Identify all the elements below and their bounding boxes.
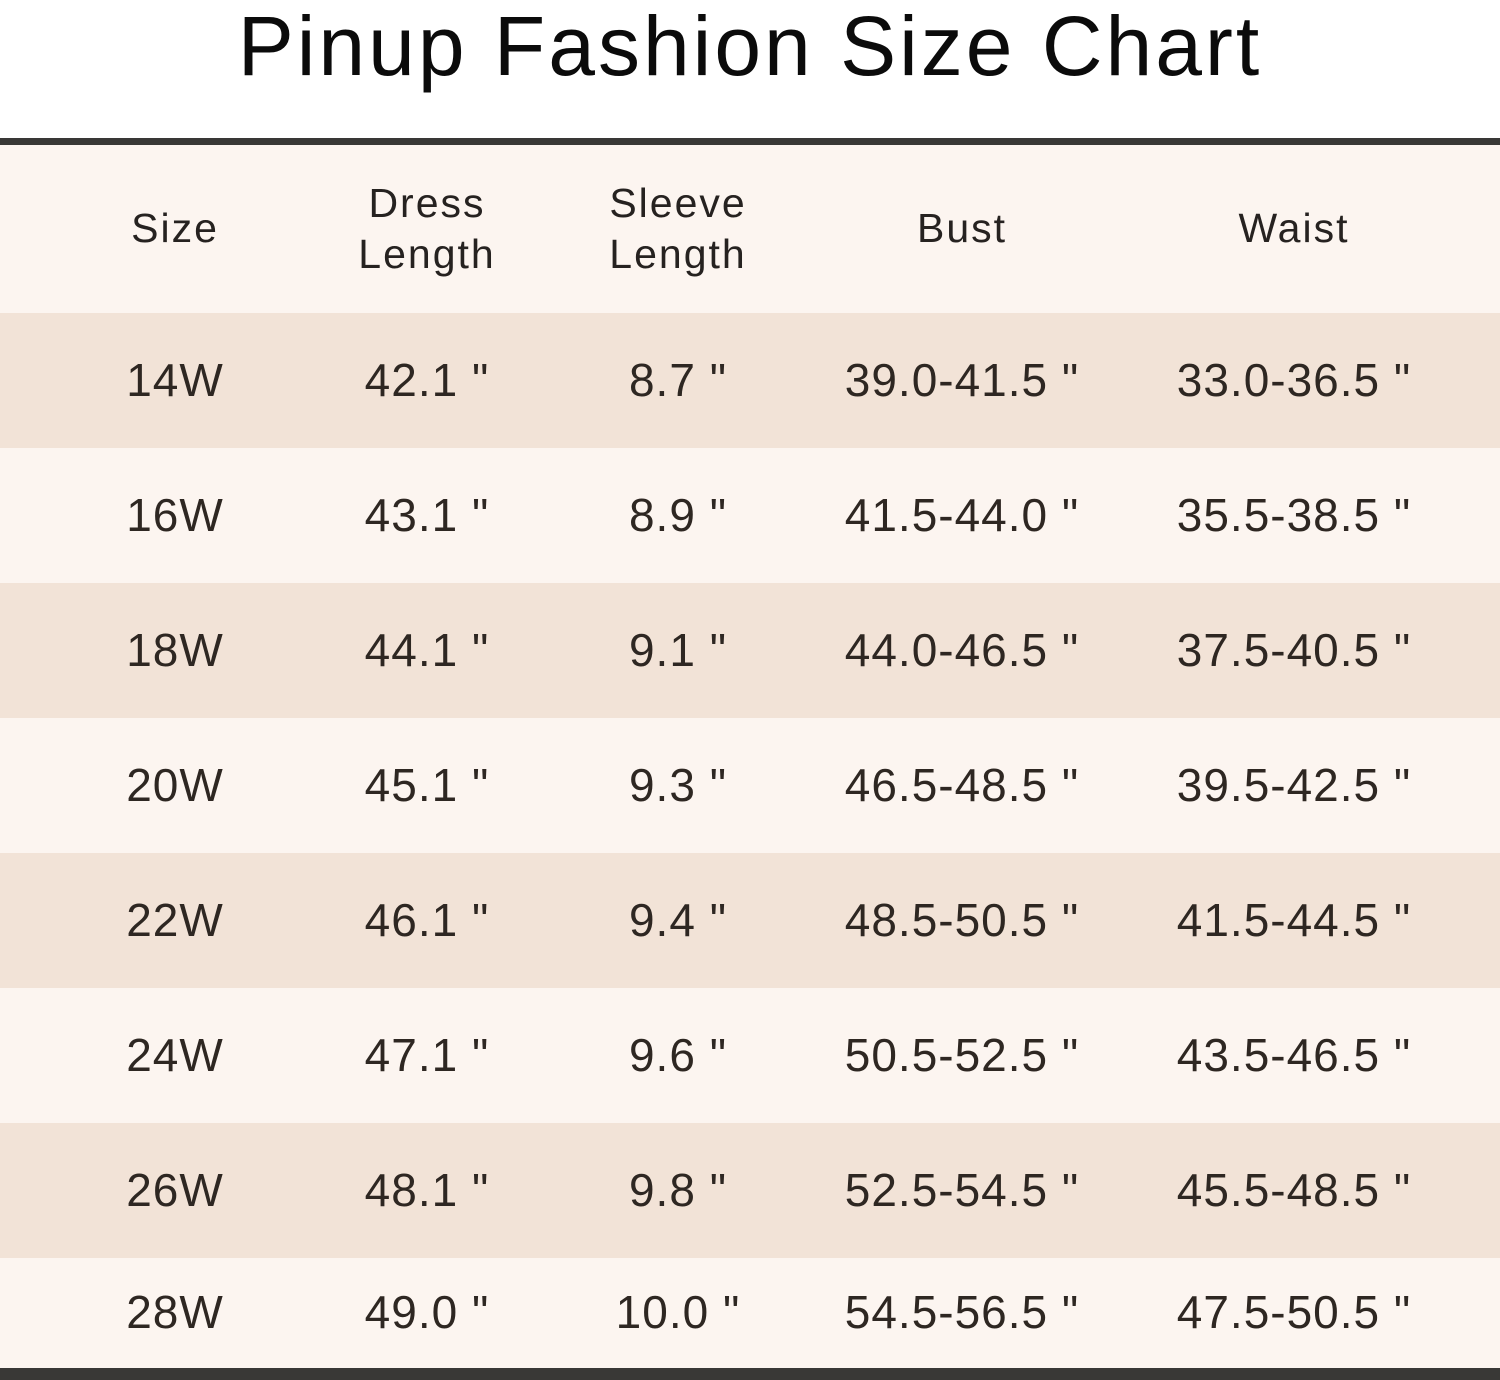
size-chart-table: Size Dress Length Sleeve Length Bust Waist 1… [0, 145, 1500, 1368]
table-cell: 45.1 " [364, 758, 490, 811]
table-cell: 54.5-56.5 " [844, 1286, 1080, 1339]
table-row: 20W 45.1 " 9.3 " 46.5-48.5 " 39.5-42.5 " [0, 718, 1500, 853]
table-cell: 14W [126, 353, 224, 406]
table-cell: 9.1 " [628, 623, 728, 676]
table-cell: 48.1 " [364, 1163, 490, 1216]
table-cell: 22W [126, 893, 224, 946]
table-row: 26W 48.1 " 9.8 " 52.5-54.5 " 45.5-48.5 " [0, 1123, 1500, 1258]
table-cell: 9.3 " [628, 758, 728, 811]
table-cell: 43.1 " [364, 488, 490, 541]
table-cell: 41.5-44.0 " [844, 488, 1080, 541]
page-title: Pinup Fashion Size Chart [237, 0, 1263, 93]
table-cell: 28W [126, 1286, 224, 1339]
table-cell: 46.1 " [364, 893, 490, 946]
table-cell: 9.8 " [628, 1163, 728, 1216]
table-row: 18W 44.1 " 9.1 " 44.0-46.5 " 37.5-40.5 " [0, 583, 1500, 718]
table-cell: 49.0 " [364, 1286, 490, 1339]
table-cell: 37.5-40.5 " [1176, 623, 1412, 676]
table-cell: 26W [126, 1163, 224, 1216]
column-header: Sleeve Length [609, 179, 747, 277]
table-cell: 47.1 " [364, 1028, 490, 1081]
table-cell: 41.5-44.5 " [1176, 893, 1412, 946]
table-cell: 50.5-52.5 " [844, 1028, 1080, 1081]
table-cell: 42.1 " [364, 353, 490, 406]
column-header: Dress Length [358, 179, 496, 277]
table-row: 24W 47.1 " 9.6 " 50.5-52.5 " 43.5-46.5 " [0, 988, 1500, 1123]
table-cell: 20W [126, 758, 224, 811]
top-divider [0, 138, 1500, 145]
title-area: Pinup Fashion Size Chart [0, 0, 1500, 138]
table-cell: 33.0-36.5 " [1176, 353, 1412, 406]
bottom-divider [0, 1368, 1500, 1380]
table-body: 14W 42.1 " 8.7 " 39.0-41.5 " 33.0-36.5 " 16W 4… [0, 313, 1500, 1368]
table-row: 28W 49.0 " 10.0 " 54.5-56.5 " 47.5-50.5 " [0, 1258, 1500, 1368]
table-cell: 39.0-41.5 " [844, 353, 1080, 406]
table-cell: 35.5-38.5 " [1176, 488, 1412, 541]
table-cell: 46.5-48.5 " [844, 758, 1080, 811]
column-header: Waist [1238, 205, 1350, 252]
table-cell: 8.9 " [628, 488, 728, 541]
table-cell: 9.6 " [628, 1028, 728, 1081]
table-cell: 44.0-46.5 " [844, 623, 1080, 676]
table-cell: 16W [126, 488, 224, 541]
table-cell: 18W [126, 623, 224, 676]
table-cell: 48.5-50.5 " [844, 893, 1080, 946]
table-cell: 24W [126, 1028, 224, 1081]
table-row: 16W 43.1 " 8.9 " 41.5-44.0 " 35.5-38.5 " [0, 448, 1500, 583]
table-cell: 39.5-42.5 " [1176, 758, 1412, 811]
table-cell: 44.1 " [364, 623, 490, 676]
table-header-row: Size Dress Length Sleeve Length Bust Waist [0, 145, 1500, 313]
table-cell: 47.5-50.5 " [1176, 1286, 1412, 1339]
table-cell: 43.5-46.5 " [1176, 1028, 1412, 1081]
table-row: 22W 46.1 " 9.4 " 48.5-50.5 " 41.5-44.5 " [0, 853, 1500, 988]
table-row: 14W 42.1 " 8.7 " 39.0-41.5 " 33.0-36.5 " [0, 313, 1500, 448]
table-cell: 52.5-54.5 " [844, 1163, 1080, 1216]
table-cell: 8.7 " [628, 353, 728, 406]
table-cell: 10.0 " [615, 1286, 741, 1339]
table-cell: 45.5-48.5 " [1176, 1163, 1412, 1216]
column-header: Size [131, 205, 219, 252]
table-cell: 9.4 " [628, 893, 728, 946]
column-header: Bust [916, 205, 1008, 252]
